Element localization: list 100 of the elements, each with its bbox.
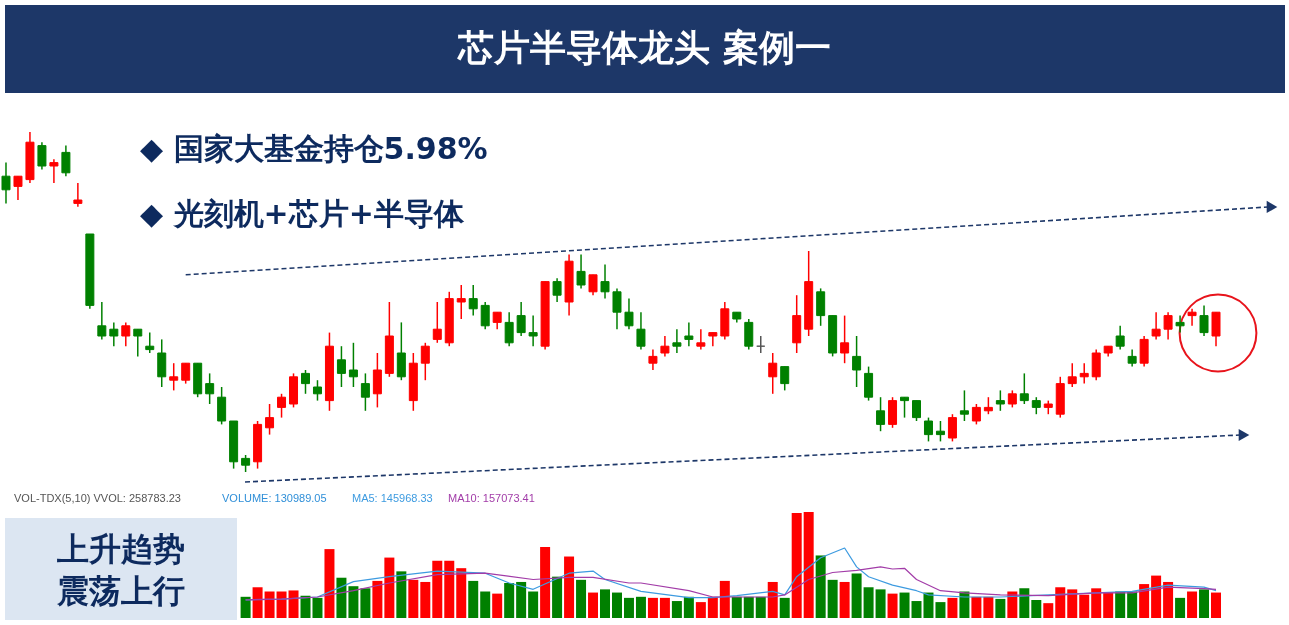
bar bbox=[1103, 592, 1114, 618]
candlestick bbox=[995, 389, 1005, 412]
bar bbox=[827, 579, 838, 618]
bar bbox=[336, 577, 347, 618]
candlestick bbox=[1091, 348, 1101, 381]
candlestick bbox=[696, 328, 706, 351]
bar bbox=[719, 580, 730, 618]
bar bbox=[492, 593, 503, 618]
bar bbox=[384, 557, 395, 618]
bar bbox=[983, 596, 994, 618]
bar bbox=[552, 576, 563, 618]
bar bbox=[899, 592, 910, 618]
candlestick bbox=[277, 393, 287, 419]
candlestick bbox=[61, 144, 71, 177]
bar bbox=[623, 597, 634, 618]
bar bbox=[1151, 575, 1162, 618]
candlestick bbox=[145, 331, 155, 354]
bar bbox=[755, 596, 766, 618]
candlestick bbox=[971, 403, 981, 426]
bar bbox=[588, 592, 599, 618]
candlestick bbox=[360, 372, 370, 412]
candlestick bbox=[456, 284, 466, 320]
candlestick bbox=[372, 352, 382, 409]
bar bbox=[468, 580, 479, 618]
bar bbox=[659, 597, 670, 618]
candlestick bbox=[348, 342, 358, 388]
candlestick bbox=[336, 345, 346, 388]
bar bbox=[935, 602, 946, 618]
bar bbox=[851, 573, 862, 618]
bar bbox=[647, 597, 658, 618]
candlestick bbox=[588, 274, 598, 296]
bar bbox=[887, 593, 898, 618]
candlestick bbox=[181, 362, 191, 385]
candlestick bbox=[312, 379, 322, 402]
candlestick bbox=[780, 365, 790, 392]
bar bbox=[815, 555, 826, 618]
candlestick bbox=[1187, 308, 1197, 327]
bar bbox=[432, 560, 443, 618]
bar bbox=[456, 568, 467, 618]
candlestick bbox=[480, 301, 490, 330]
bar bbox=[635, 596, 646, 618]
candlestick bbox=[516, 301, 526, 337]
bar bbox=[1187, 591, 1198, 618]
bar bbox=[707, 596, 718, 618]
candlestick bbox=[301, 369, 310, 395]
candlestick bbox=[109, 321, 119, 347]
candlestick bbox=[1211, 311, 1221, 347]
candlestick bbox=[121, 321, 131, 347]
candlestick bbox=[1139, 335, 1149, 368]
candlestick bbox=[1115, 325, 1125, 351]
bar bbox=[947, 597, 958, 618]
candlestick bbox=[840, 314, 850, 364]
candlestick bbox=[552, 277, 562, 303]
bar bbox=[564, 556, 575, 618]
candlestick bbox=[888, 396, 898, 429]
bar bbox=[252, 587, 263, 618]
candlestick bbox=[1175, 314, 1185, 334]
bar bbox=[1055, 587, 1066, 618]
bar bbox=[1115, 591, 1126, 618]
bar bbox=[288, 590, 299, 618]
bar bbox=[695, 602, 706, 618]
candlestick bbox=[528, 314, 538, 347]
candlestick bbox=[1199, 304, 1209, 337]
bar bbox=[1199, 589, 1210, 618]
bar bbox=[576, 579, 587, 618]
candlestick bbox=[1067, 362, 1077, 388]
candlestick bbox=[959, 389, 969, 422]
bar bbox=[372, 580, 383, 618]
bar bbox=[348, 586, 359, 618]
bar bbox=[528, 591, 539, 618]
annotation: ◆ 国家大基金持仓5.98% bbox=[140, 131, 488, 166]
bar bbox=[791, 513, 802, 618]
bar bbox=[839, 581, 850, 618]
text: VOL-TDX(5,10) VVOL: 258783.23 bbox=[14, 492, 181, 504]
bar bbox=[324, 549, 335, 618]
bar bbox=[480, 591, 491, 618]
candlestick bbox=[947, 413, 957, 443]
bar bbox=[396, 571, 407, 618]
bar bbox=[683, 596, 694, 618]
candlestick bbox=[73, 182, 83, 208]
candlestick bbox=[864, 365, 874, 402]
bar bbox=[779, 597, 790, 618]
candlestick bbox=[612, 287, 622, 330]
candlestick bbox=[852, 335, 862, 388]
candlestick bbox=[1151, 311, 1161, 341]
candlestick bbox=[133, 328, 143, 358]
candlestick bbox=[660, 335, 670, 358]
bar bbox=[767, 581, 778, 618]
bar bbox=[731, 596, 742, 618]
candlestick bbox=[504, 311, 514, 347]
bar bbox=[611, 592, 622, 618]
candlestick bbox=[672, 328, 682, 354]
candlestick bbox=[600, 263, 610, 300]
candlestick bbox=[684, 321, 694, 347]
bar bbox=[1175, 597, 1186, 618]
candlestick bbox=[768, 352, 778, 395]
candlestick bbox=[624, 297, 634, 330]
bar bbox=[671, 601, 682, 618]
bar bbox=[1139, 584, 1150, 618]
bar bbox=[1031, 599, 1042, 618]
